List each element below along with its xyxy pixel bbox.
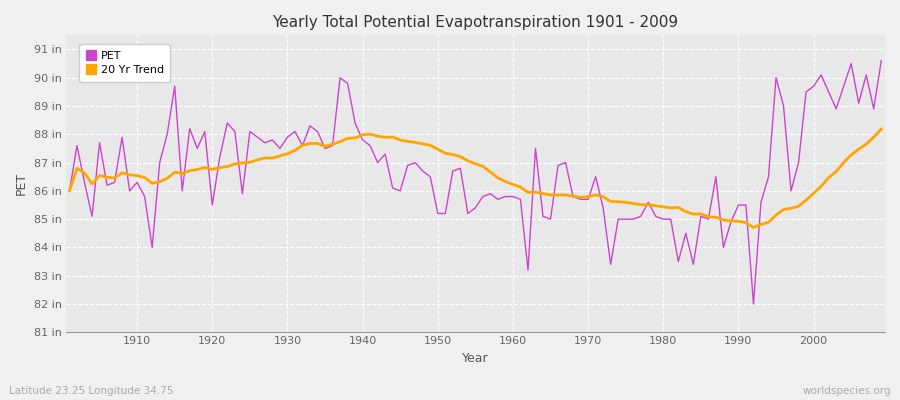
- X-axis label: Year: Year: [462, 352, 489, 365]
- Text: Latitude 23.25 Longitude 34.75: Latitude 23.25 Longitude 34.75: [9, 386, 174, 396]
- Text: worldspecies.org: worldspecies.org: [803, 386, 891, 396]
- Title: Yearly Total Potential Evapotranspiration 1901 - 2009: Yearly Total Potential Evapotranspiratio…: [273, 15, 679, 30]
- Y-axis label: PET: PET: [15, 172, 28, 195]
- Legend: PET, 20 Yr Trend: PET, 20 Yr Trend: [79, 44, 170, 82]
